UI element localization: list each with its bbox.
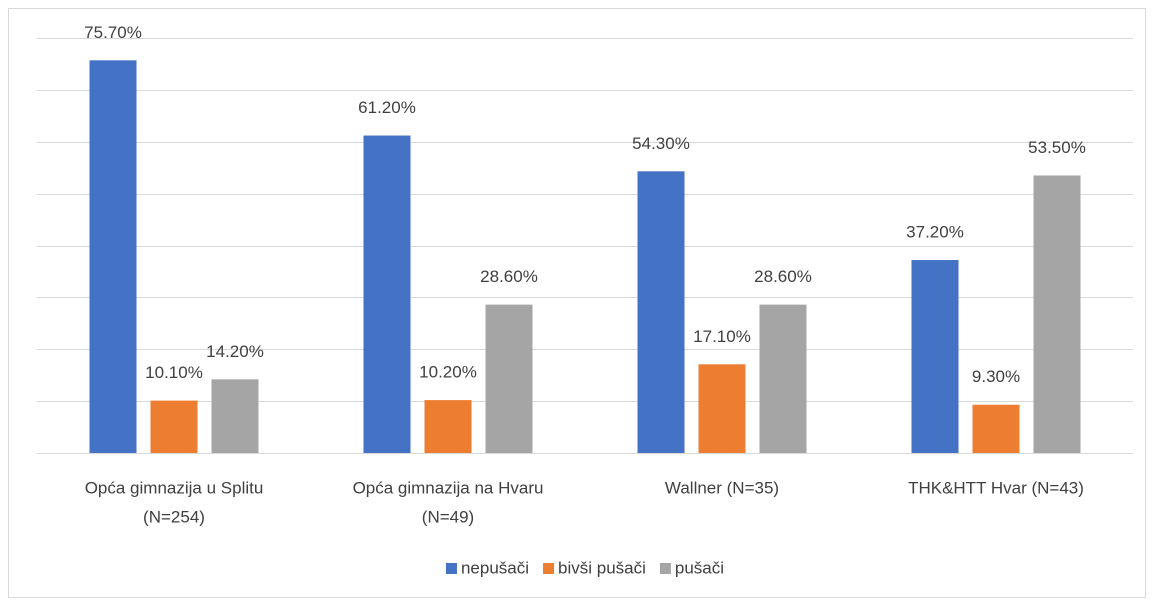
bar (211, 379, 259, 453)
bar (759, 304, 807, 453)
data-label: 9.30% (972, 367, 1020, 386)
bar (911, 260, 959, 453)
legend-swatch (659, 563, 671, 574)
bar (424, 400, 472, 453)
legend-swatch (445, 563, 457, 574)
data-label: 10.10% (145, 363, 203, 382)
legend-label: bivši pušači (558, 558, 646, 577)
bar (150, 400, 198, 453)
data-label: 14.20% (206, 342, 264, 361)
x-tick-label: Wallner (N=35) (665, 478, 779, 497)
x-tick-label: (N=254) (143, 507, 205, 526)
bar (637, 171, 685, 453)
data-label: 75.70% (84, 23, 142, 42)
bar (485, 304, 533, 453)
data-label: 10.20% (419, 363, 477, 382)
data-label: 54.30% (632, 134, 690, 153)
data-label: 37.20% (906, 223, 964, 242)
data-label: 28.60% (754, 267, 812, 286)
data-label: 28.60% (480, 267, 538, 286)
data-label: 61.20% (358, 98, 416, 117)
legend-label: nepušači (461, 558, 529, 577)
bar (972, 404, 1020, 453)
x-tick-label: THK&HTT Hvar (N=43) (908, 478, 1084, 497)
legend-swatch (543, 563, 555, 574)
x-tick-label: Opća gimnazija na Hvaru (353, 478, 544, 497)
bar (363, 135, 411, 453)
bar (1033, 175, 1081, 453)
legend-label: pušači (675, 558, 724, 577)
x-tick-label: Opća gimnazija u Splitu (85, 478, 264, 497)
bar (698, 364, 746, 453)
x-tick-label: (N=49) (422, 507, 474, 526)
data-label: 17.10% (693, 327, 751, 346)
data-label: 53.50% (1028, 138, 1086, 157)
bar (89, 60, 137, 454)
